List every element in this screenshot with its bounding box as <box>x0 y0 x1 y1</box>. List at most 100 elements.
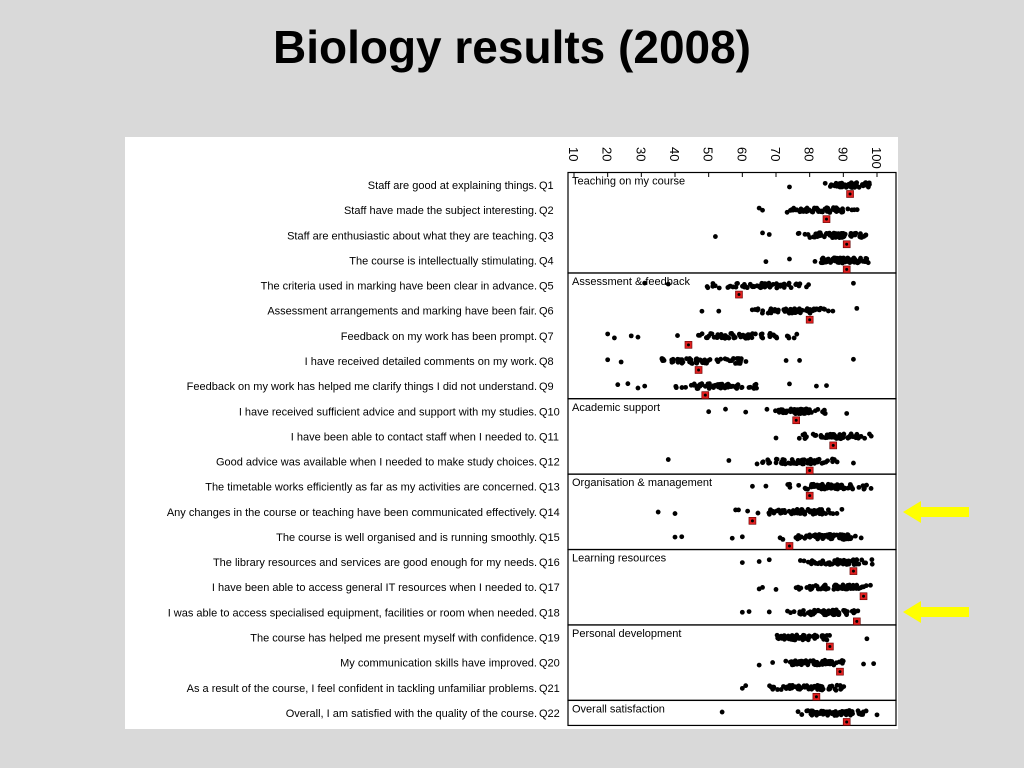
response-dot <box>805 407 810 413</box>
response-dot <box>822 180 828 186</box>
response-dot <box>760 230 765 236</box>
response-dot <box>733 507 738 513</box>
x-tick-label: 20 <box>600 147 615 161</box>
response-dot <box>797 609 803 615</box>
response-dot <box>680 359 686 365</box>
response-dot <box>701 358 707 363</box>
x-tick-label: 100 <box>869 147 884 169</box>
question-text: Any changes in the course or teaching ha… <box>167 507 537 519</box>
response-dot <box>825 308 831 314</box>
response-dot <box>812 433 818 438</box>
response-dot <box>815 406 821 412</box>
response-dot <box>755 306 761 312</box>
response-dot <box>605 331 611 337</box>
section-label: Teaching on my course <box>572 176 685 188</box>
response-dot <box>739 560 745 566</box>
response-dot <box>743 683 749 689</box>
response-dot <box>756 559 762 564</box>
response-dot <box>675 333 680 338</box>
response-dot <box>783 358 789 363</box>
response-dot <box>749 283 755 289</box>
response-dot <box>612 335 617 341</box>
mean-marker-center <box>828 645 832 649</box>
response-dot <box>851 184 856 190</box>
mean-marker-center <box>845 267 849 271</box>
response-dot <box>694 356 700 362</box>
response-dot <box>742 334 747 340</box>
question-text: Assessment arrangements and marking have… <box>267 306 537 318</box>
dot-plot-svg: 10 20 30 40 50 60 70 80 90 100 Staff are good at … <box>167 147 897 727</box>
response-dot <box>868 433 874 439</box>
response-dot <box>722 356 728 362</box>
response-dot <box>846 259 852 265</box>
mean-marker-center <box>703 393 707 397</box>
response-dot <box>821 256 826 262</box>
response-dot <box>811 533 817 539</box>
response-dot <box>735 382 741 388</box>
response-dot <box>809 585 815 591</box>
arrow-shape <box>903 601 969 624</box>
question-text: The library resources and services are g… <box>213 557 537 569</box>
question-number: Q6 <box>539 306 554 318</box>
response-dot <box>822 410 827 416</box>
mean-marker-center <box>825 217 828 221</box>
highlight-arrow-icon <box>903 500 969 523</box>
response-dot <box>865 184 871 190</box>
response-dot <box>739 384 745 390</box>
response-dot <box>786 460 791 466</box>
response-dot <box>735 280 740 286</box>
question-text: Feedback on my work has been prompt. <box>341 331 537 343</box>
response-dot <box>770 281 776 287</box>
response-dot <box>823 511 829 517</box>
mean-marker-center <box>851 569 855 573</box>
response-dot <box>628 333 634 339</box>
response-dot <box>763 281 768 287</box>
response-dot <box>789 659 794 665</box>
section-label: Academic support <box>572 402 660 414</box>
response-dot <box>781 408 787 414</box>
question-number: Q4 <box>539 255 554 267</box>
question-number: Q17 <box>539 582 560 594</box>
response-dot <box>830 511 836 517</box>
response-dot <box>868 582 873 588</box>
response-dot <box>808 456 813 462</box>
response-dot <box>841 709 847 715</box>
response-dot <box>794 331 800 337</box>
response-dot <box>791 609 797 615</box>
question-text: The course is well organised and is runn… <box>276 532 537 544</box>
response-dot <box>807 611 813 617</box>
response-dot <box>814 583 820 589</box>
response-dot <box>808 483 814 488</box>
response-dot <box>803 486 809 492</box>
response-dot <box>832 713 838 718</box>
mean-marker-center <box>848 192 852 196</box>
response-dot <box>746 385 752 390</box>
response-dot <box>828 485 834 491</box>
response-dot <box>871 661 877 667</box>
response-dot <box>836 207 841 213</box>
response-dot <box>860 483 866 489</box>
response-dot <box>672 511 678 516</box>
response-dot <box>750 331 755 337</box>
response-dot <box>786 335 792 341</box>
response-dot <box>868 486 874 491</box>
response-dot <box>825 205 831 211</box>
response-dot <box>834 435 840 441</box>
response-dot <box>797 535 802 541</box>
response-dot <box>659 356 665 362</box>
response-dot <box>841 183 846 189</box>
question-text: The course is intellectually stimulating… <box>349 255 537 267</box>
response-dot <box>745 508 751 514</box>
response-dot <box>834 532 840 538</box>
response-dot <box>840 658 846 664</box>
response-dot <box>801 209 806 214</box>
response-dot <box>869 557 875 563</box>
response-dot <box>791 335 797 341</box>
response-dot <box>778 282 784 288</box>
response-dot <box>719 335 725 341</box>
response-dot <box>778 687 784 692</box>
question-number: Q3 <box>539 230 554 242</box>
response-dot <box>819 434 824 440</box>
response-dot <box>805 460 811 466</box>
mean-marker-center <box>808 494 812 498</box>
